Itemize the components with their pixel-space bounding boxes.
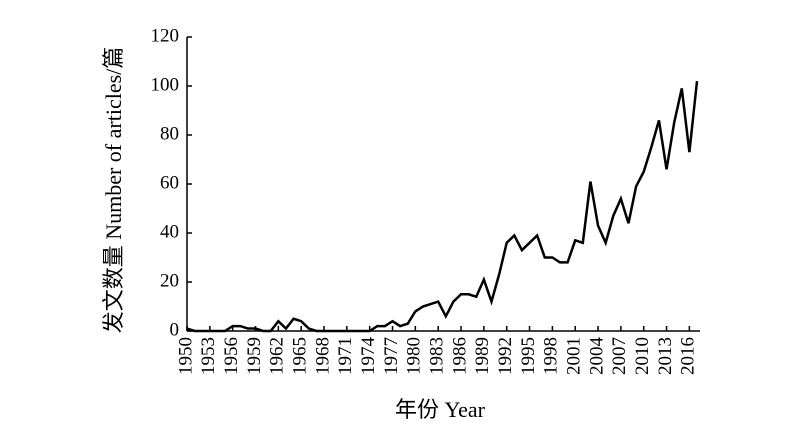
x-tick-label: 2001 xyxy=(564,337,585,375)
x-tick-label: 1989 xyxy=(472,337,493,375)
x-tick-label: 2004 xyxy=(586,337,607,376)
x-tick-label: 1965 xyxy=(290,337,311,375)
x-tick-label: 2007 xyxy=(609,337,630,375)
x-tick-label: 1980 xyxy=(404,337,425,375)
x-tick-label: 1953 xyxy=(198,337,219,375)
x-tick-label: 1983 xyxy=(427,337,448,375)
x-tick-label: 1959 xyxy=(244,337,265,375)
x-tick-label: 1974 xyxy=(358,337,379,376)
x-tick-label: 1950 xyxy=(175,337,196,375)
x-tick-label: 1971 xyxy=(335,337,356,375)
y-tick-label: 80 xyxy=(160,123,179,144)
y-tick-label: 100 xyxy=(151,74,180,95)
y-tick-label: 120 xyxy=(151,25,180,46)
x-tick-label: 1956 xyxy=(221,337,242,375)
x-tick-label: 2016 xyxy=(678,337,699,375)
y-tick-label: 60 xyxy=(160,172,179,193)
x-tick-label: 1962 xyxy=(267,337,288,375)
x-tick-label: 1968 xyxy=(312,337,333,375)
x-tick-label: 2010 xyxy=(632,337,653,375)
y-tick-label: 40 xyxy=(160,221,179,242)
data-line xyxy=(186,80,699,333)
x-tick-label: 1977 xyxy=(381,337,402,375)
x-axis-label: 年份 Year xyxy=(395,397,486,422)
y-axis-label: 发文数量 Number of articles/篇 xyxy=(101,47,126,334)
y-tick-label: 0 xyxy=(170,319,180,340)
x-tick-label: 1995 xyxy=(518,337,539,375)
x-tick-label: 2013 xyxy=(655,337,676,375)
x-tick-label: 1986 xyxy=(449,337,470,375)
y-tick-label: 20 xyxy=(160,270,179,291)
x-tick-label: 1992 xyxy=(495,337,516,375)
x-tick-label: 1998 xyxy=(541,337,562,375)
